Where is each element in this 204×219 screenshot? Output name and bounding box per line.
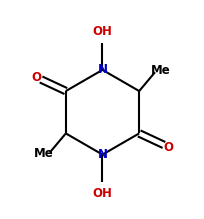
Text: OH: OH: [92, 187, 112, 200]
Text: N: N: [97, 63, 107, 76]
Text: O: O: [163, 141, 173, 154]
Text: Me: Me: [150, 64, 170, 77]
Text: Me: Me: [34, 147, 54, 160]
Text: OH: OH: [92, 25, 112, 38]
Text: N: N: [97, 148, 107, 161]
Text: O: O: [31, 71, 41, 84]
